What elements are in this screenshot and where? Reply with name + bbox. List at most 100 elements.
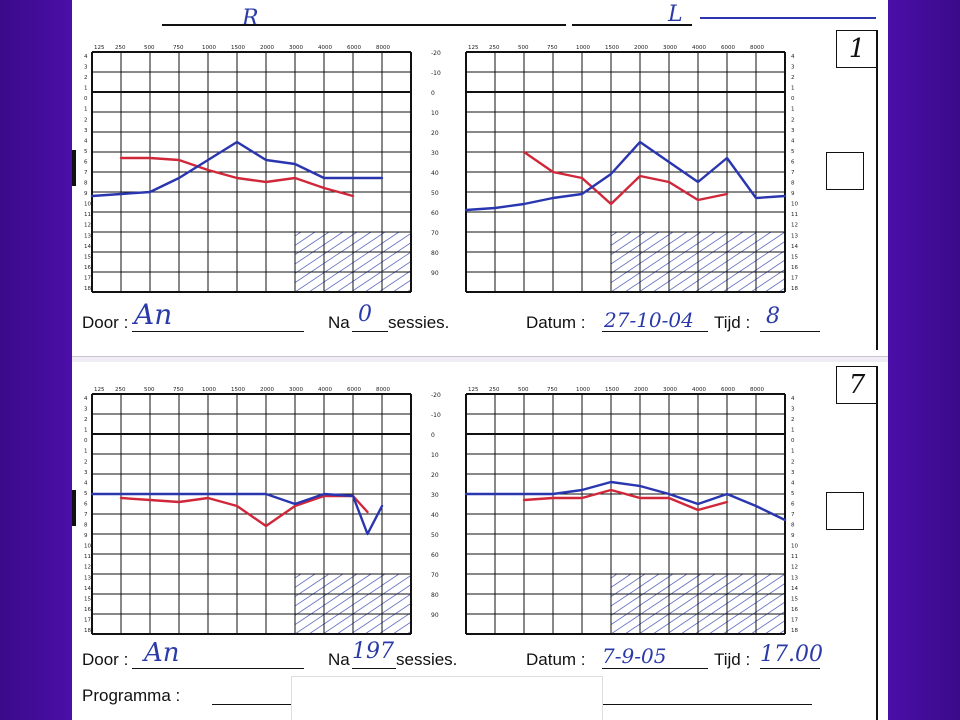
scale-label: 10 <box>84 544 91 550</box>
door-value: An <box>134 298 173 331</box>
scale-label: 14 <box>84 586 91 592</box>
tijd-underline <box>760 331 820 332</box>
frequency-label: 250 <box>115 387 126 393</box>
scale-label: 2 <box>84 459 88 465</box>
frequency-label: 125 <box>94 387 105 393</box>
scale-label: 10 <box>791 202 798 208</box>
left-ear-threshold-line <box>90 140 384 198</box>
door-label: Door : <box>82 313 129 332</box>
scale-label: 12 <box>791 565 798 571</box>
scale-label: 2 <box>84 417 88 423</box>
db-label: 40 <box>431 170 439 177</box>
db-label: 50 <box>431 532 439 539</box>
checkbox-square[interactable] <box>826 152 864 190</box>
scale-label: 0 <box>791 438 795 444</box>
scale-label: 9 <box>791 533 795 539</box>
frequency-label: 2000 <box>260 387 274 393</box>
frequency-label: 500 <box>144 45 155 51</box>
scale-label: 2 <box>791 417 795 423</box>
db-label: 50 <box>431 190 439 197</box>
scale-label: 4 <box>84 138 88 144</box>
frequency-label: 1000 <box>576 45 590 51</box>
db-label: 70 <box>431 230 439 237</box>
db-label: -10 <box>431 70 441 77</box>
frequency-label: 500 <box>144 387 155 393</box>
scale-label: 12 <box>84 565 91 571</box>
db-label: 10 <box>431 452 439 459</box>
frequency-label: 4000 <box>318 45 332 51</box>
frequency-label: 8000 <box>750 387 764 393</box>
db-label: 90 <box>431 612 439 619</box>
na-value: 197 <box>352 639 394 664</box>
db-label: -20 <box>431 50 441 57</box>
db-label: -10 <box>431 412 441 419</box>
scale-label: 1 <box>84 107 88 113</box>
na-underline <box>352 668 396 669</box>
scale-label: 18 <box>84 628 91 634</box>
hatched-region <box>295 231 411 292</box>
audiogram-chart-right-ear-7: 125 250 500 750 1000 1500 2000 3000 4000 6000 8000… <box>84 387 441 635</box>
scale-label: 1 <box>791 428 795 434</box>
scale-label: 12 <box>84 223 91 229</box>
scale-label: 15 <box>791 596 798 602</box>
scale-label: 4 <box>791 396 795 402</box>
checkbox-square[interactable] <box>826 492 864 530</box>
frequency-label: 8000 <box>750 45 764 51</box>
frequency-label: 1500 <box>231 387 245 393</box>
hatched-region <box>611 573 785 634</box>
db-label: 20 <box>431 130 439 137</box>
side-label-right: R <box>242 6 259 31</box>
card-number-box: 7 <box>836 366 877 404</box>
audiogram-chart-left-ear-7: 125 250 500 750 1000 1500 2000 3000 4000 6000 8000… <box>464 387 798 635</box>
scale-label: 3 <box>84 65 88 71</box>
scale-label: 3 <box>791 65 795 71</box>
datum-label: Datum : <box>526 313 586 332</box>
scale-label: 5 <box>84 149 88 155</box>
scale-label: 5 <box>84 491 88 497</box>
frequency-label: 1500 <box>231 45 245 51</box>
db-label: 80 <box>431 592 439 599</box>
db-label: 70 <box>431 572 439 579</box>
frequency-label: 1500 <box>605 387 619 393</box>
db-label: 0 <box>431 90 435 97</box>
redacted-area <box>291 676 603 720</box>
audiogram-card-1: R L 1 125 250 500 750 1000 1500 2000 3000 4000 60… <box>72 0 888 356</box>
scale-label: 16 <box>791 265 798 271</box>
db-label: -20 <box>431 392 441 399</box>
left-ear-threshold-line <box>464 480 787 522</box>
frequency-label: 1000 <box>202 45 216 51</box>
frequency-label: 125 <box>468 387 479 393</box>
door-value: An <box>144 638 180 668</box>
scale-label: 3 <box>84 128 88 134</box>
frequency-label: 8000 <box>376 387 390 393</box>
scale-label: 2 <box>84 117 88 123</box>
door-underline <box>132 331 304 332</box>
frequency-label: 6000 <box>347 387 361 393</box>
scale-label: 13 <box>84 233 91 239</box>
datum-value: 27-10-04 <box>604 308 694 332</box>
hatched-region <box>611 231 785 292</box>
db-label: 0 <box>431 432 435 439</box>
tijd-value: 8 <box>766 304 780 329</box>
left-margin-tab <box>72 150 76 186</box>
datum-label: Datum : <box>526 650 586 669</box>
frequency-label: 6000 <box>721 387 735 393</box>
scale-label: 0 <box>791 96 795 102</box>
tijd-value: 17.00 <box>760 642 823 667</box>
db-label: 60 <box>431 552 439 559</box>
scale-label: 7 <box>791 170 795 176</box>
left-ear-threshold-line <box>464 140 787 212</box>
scale-label: 6 <box>84 501 88 507</box>
db-label: 30 <box>431 492 439 499</box>
card-right-edge <box>876 366 878 720</box>
card-right-edge <box>876 30 878 350</box>
frequency-label: 3000 <box>289 45 303 51</box>
scale-label: 5 <box>791 149 795 155</box>
frequency-label: 250 <box>489 45 500 51</box>
scale-label: 1 <box>84 86 88 92</box>
frequency-label: 1500 <box>605 45 619 51</box>
scale-label: 3 <box>84 407 88 413</box>
audiogram-chart-right-ear-1: 125 250 500 750 1000 1500 2000 3000 4000 6000 8000… <box>84 45 441 293</box>
scale-label: 2 <box>84 75 88 81</box>
scale-label: 5 <box>791 491 795 497</box>
